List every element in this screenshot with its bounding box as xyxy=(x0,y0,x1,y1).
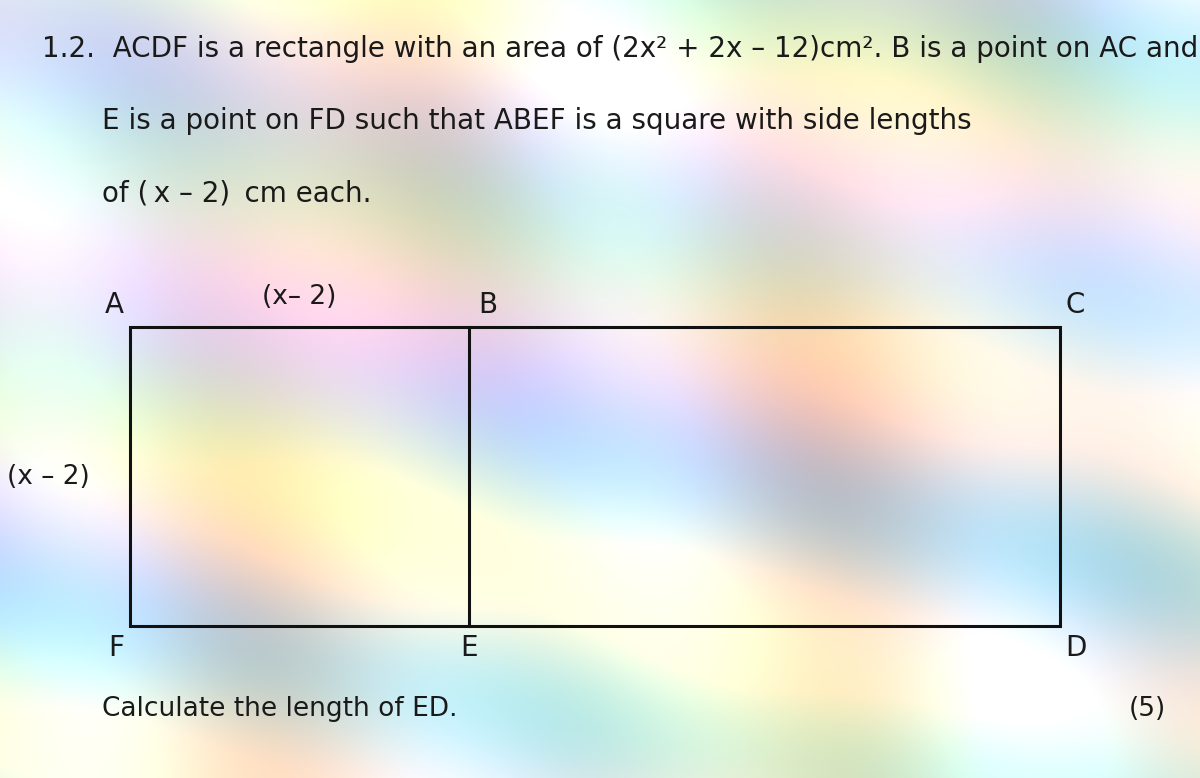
Text: Calculate the length of ED.: Calculate the length of ED. xyxy=(102,696,457,722)
Text: D: D xyxy=(1066,634,1087,662)
Text: E: E xyxy=(461,634,478,662)
Text: F: F xyxy=(108,634,124,662)
Text: (x – 2): (x – 2) xyxy=(7,464,89,489)
Text: A: A xyxy=(104,291,124,319)
Text: (5): (5) xyxy=(1129,696,1166,722)
Text: of ( x – 2)  cm each.: of ( x – 2) cm each. xyxy=(102,180,372,208)
Text: B: B xyxy=(479,291,498,319)
Text: C: C xyxy=(1066,291,1085,319)
Text: E is a point on FD such that ABEF is a square with side lengths: E is a point on FD such that ABEF is a s… xyxy=(102,107,972,135)
Bar xyxy=(130,327,1060,626)
Text: 1.2.  ACDF is a rectangle with an area of (2x² + 2x – 12)cm². B is a point on AC: 1.2. ACDF is a rectangle with an area of… xyxy=(42,35,1199,63)
Text: (x– 2): (x– 2) xyxy=(262,284,336,310)
